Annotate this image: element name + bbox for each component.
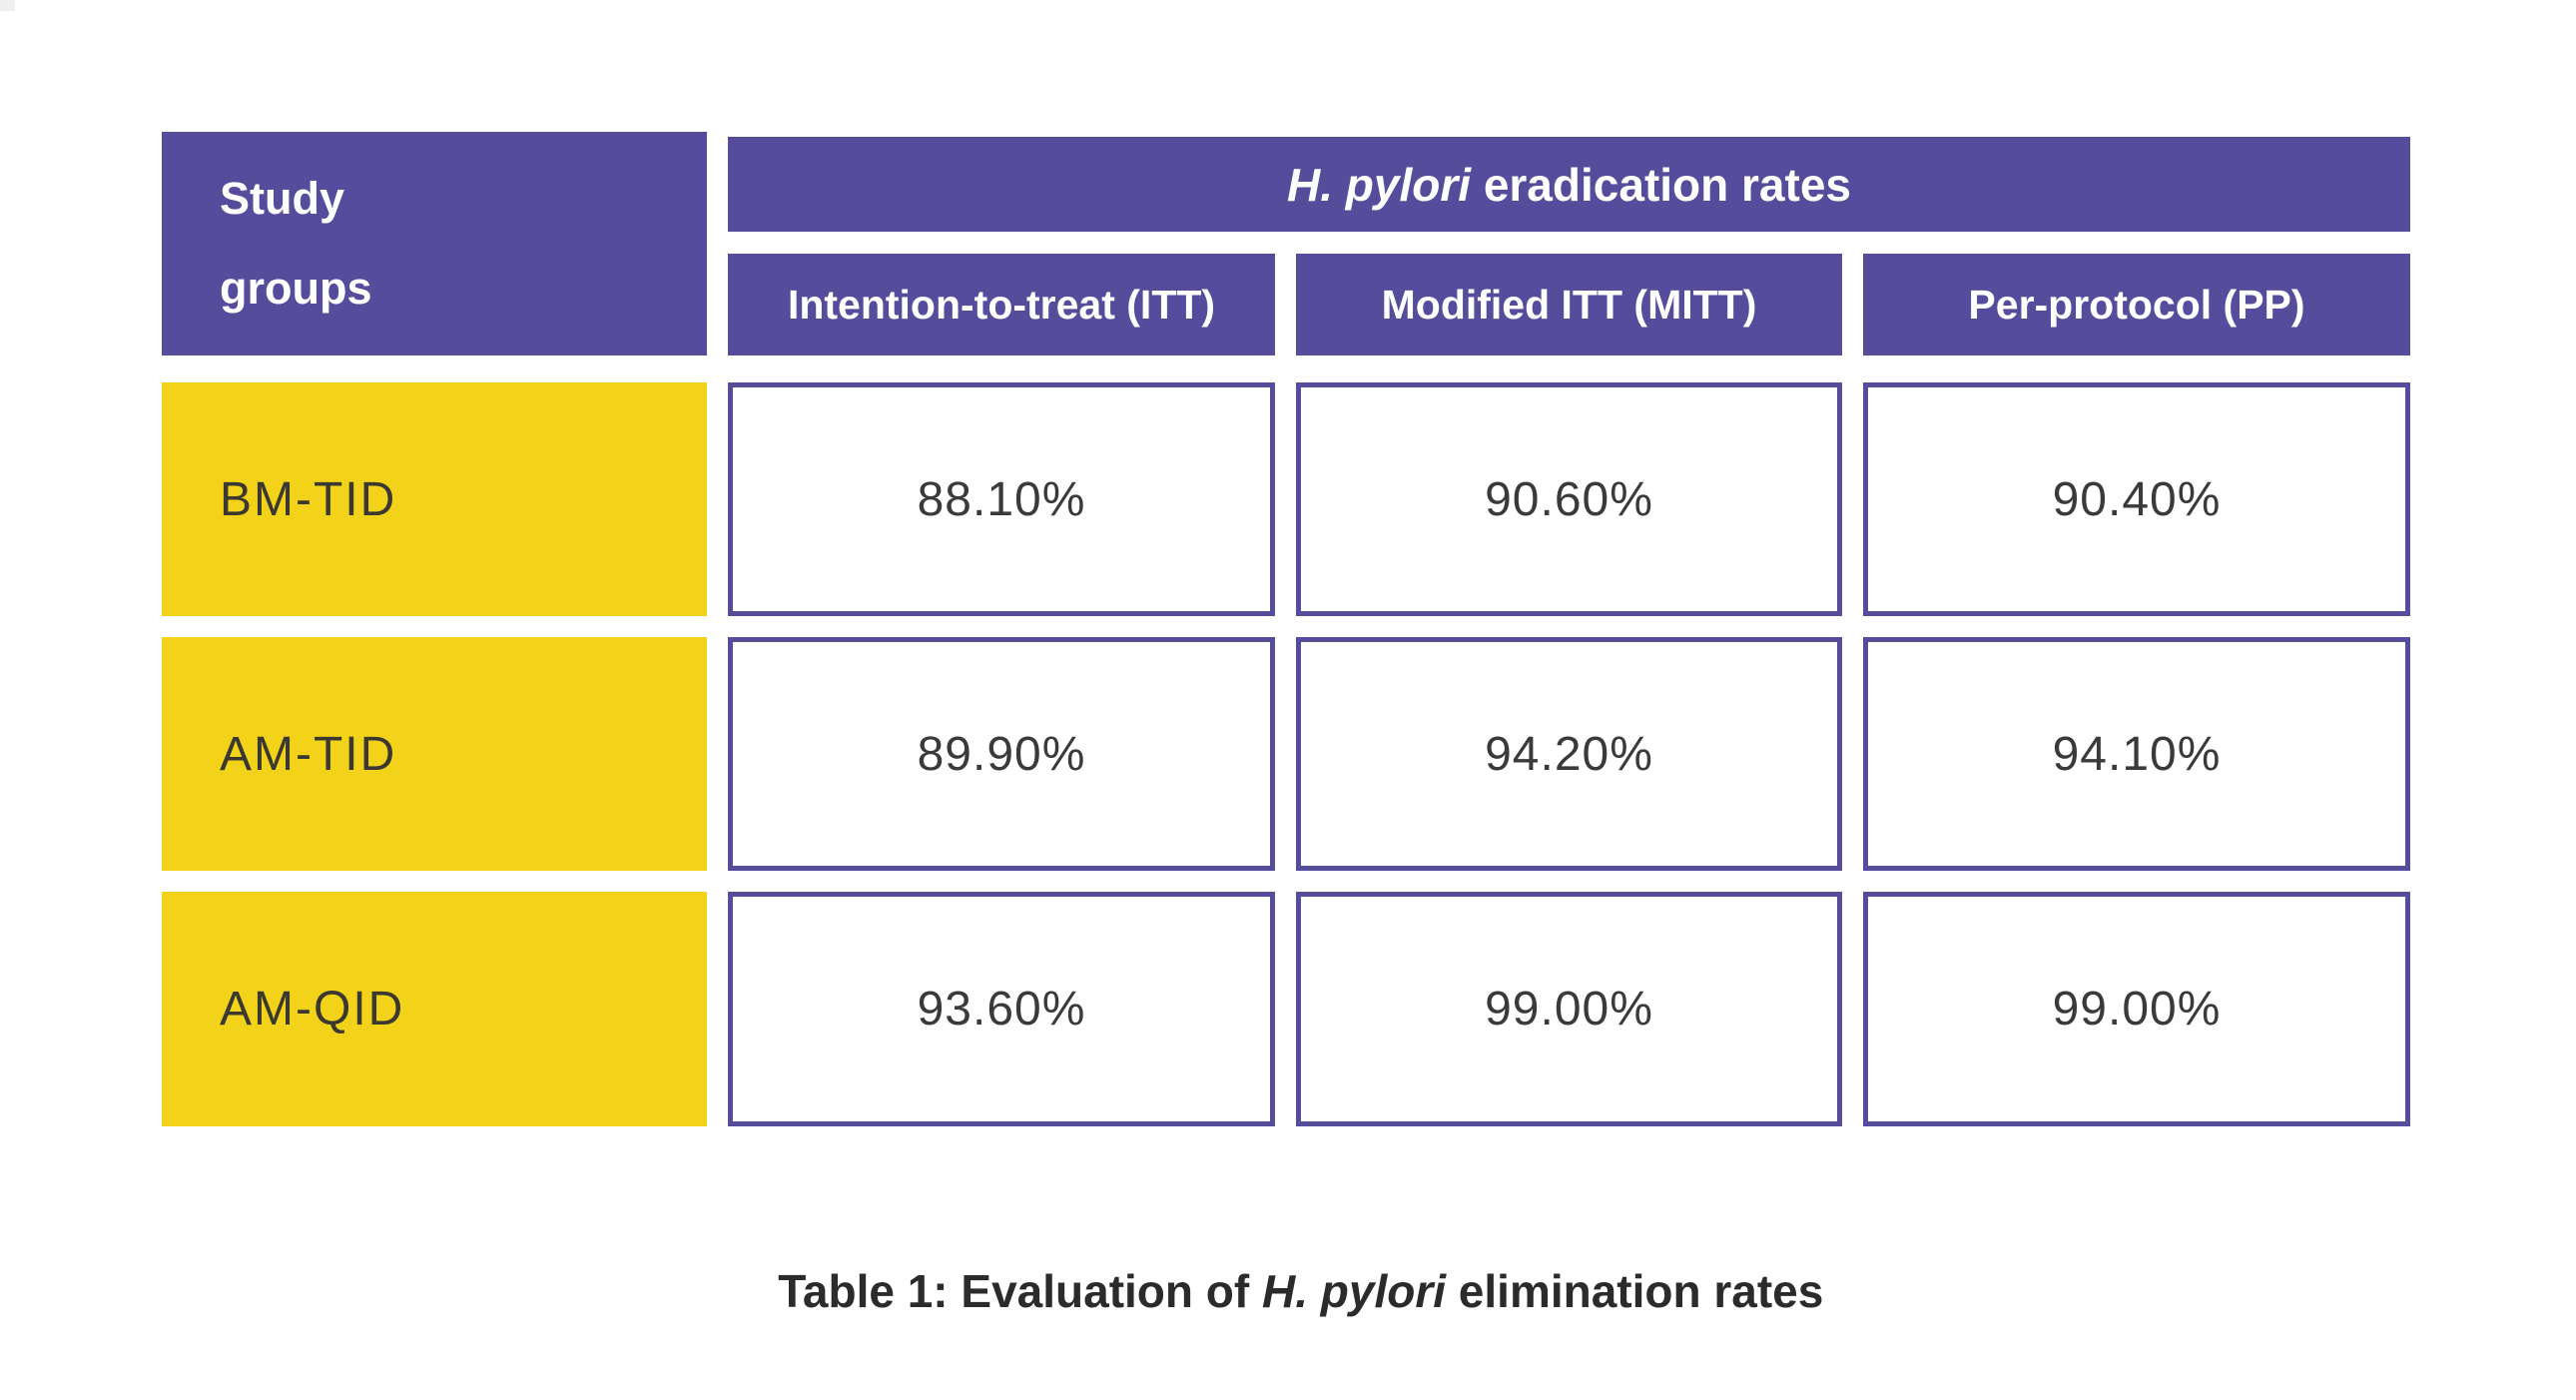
column-header-mitt: Modified ITT (MITT) [1296,254,1842,355]
band-title-rest: eradication rates [1471,158,1851,211]
cell-am-tid-pp: 94.10% [1863,637,2410,871]
caption-suffix: elimination rates [1446,1265,1824,1317]
cell-bm-tid-mitt: 90.60% [1296,382,1842,616]
row-label-am-tid: AM-TID [162,637,707,871]
column-header-itt: Intention-to-treat (ITT) [728,254,1275,355]
row-label-am-qid: AM-QID [162,892,707,1126]
caption-italic: H. pylori [1261,1265,1447,1317]
band-title-italic: H. pylori [1287,158,1472,211]
study-groups-line2: groups [220,263,372,314]
study-groups-line1: Study [220,173,345,224]
cell-am-qid-pp: 99.00% [1863,892,2410,1126]
row-header-study-groups: Study groups [162,132,707,355]
corner-artifact [0,0,15,11]
table-title-band: H. pylori eradication rates [728,137,2410,232]
caption-prefix: Table 1: Evaluation of [778,1265,1262,1317]
eradication-rates-table: Study groups H. pylori eradication rates… [162,132,2410,1126]
cell-bm-tid-pp: 90.40% [1863,382,2410,616]
cell-am-qid-itt: 93.60% [728,892,1275,1126]
cell-bm-tid-itt: 88.10% [728,382,1275,616]
cell-am-tid-itt: 89.90% [728,637,1275,871]
cell-am-qid-mitt: 99.00% [1296,892,1842,1126]
cell-am-tid-mitt: 94.20% [1296,637,1842,871]
column-header-pp: Per-protocol (PP) [1863,254,2410,355]
row-label-bm-tid: BM-TID [162,382,707,616]
table-caption: Table 1: Evaluation of H. pylori elimina… [0,1210,2576,1318]
